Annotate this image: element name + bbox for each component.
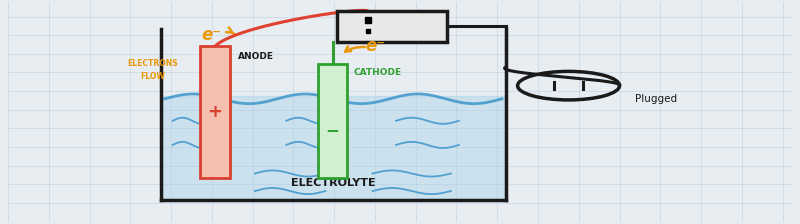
Bar: [318, 64, 347, 178]
Text: +: +: [207, 103, 222, 121]
Text: ELECTRONS: ELECTRONS: [128, 59, 178, 68]
Text: ELECTROLYTE: ELECTROLYTE: [291, 178, 376, 188]
Text: ANODE: ANODE: [238, 52, 274, 60]
Text: Plugged: Plugged: [635, 94, 678, 104]
Bar: [338, 11, 447, 42]
Text: e⁻: e⁻: [366, 37, 386, 55]
Text: e⁻: e⁻: [202, 26, 222, 44]
Text: FLOW: FLOW: [141, 72, 166, 81]
Text: CATHODE: CATHODE: [354, 68, 402, 77]
Bar: [200, 46, 230, 178]
Text: −: −: [326, 121, 339, 139]
